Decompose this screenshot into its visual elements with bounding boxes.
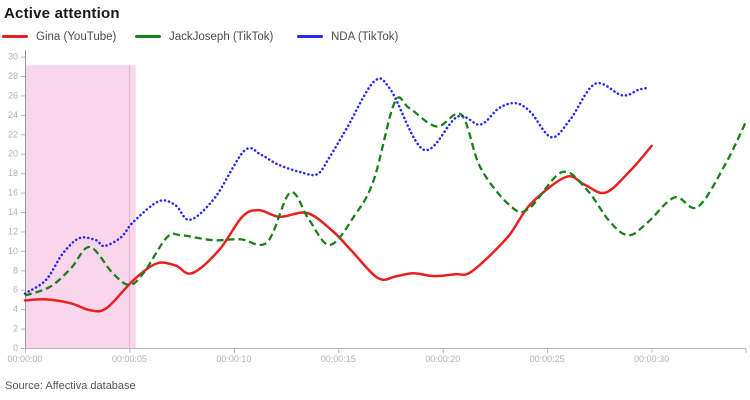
- y-tick-label: 18: [8, 168, 18, 178]
- x-tick-label: 00:00:20: [425, 354, 460, 364]
- page-title: Active attention: [4, 5, 120, 22]
- x-tick-label: 00:00:30: [634, 354, 669, 364]
- x-tick-label: 00:00:15: [321, 354, 356, 364]
- y-tick-label: 24: [8, 110, 18, 120]
- x-tick-label: 00:00:05: [112, 354, 147, 364]
- legend-swatch-gina-youtube: [2, 35, 28, 38]
- y-tick-label: 8: [13, 265, 18, 275]
- highlight-region: [25, 65, 136, 348]
- y-tick-label: 14: [8, 207, 18, 217]
- x-tick-label: 00:00:00: [7, 354, 42, 364]
- source-note: Source: Affectiva database: [5, 380, 136, 392]
- legend-item-gina-youtube[interactable]: Gina (YouTube): [2, 29, 116, 44]
- y-tick-label: 12: [8, 226, 18, 236]
- x-tick-label: 00:00:10: [216, 354, 251, 364]
- y-tick-label: 4: [13, 304, 18, 314]
- y-tick-label: 22: [8, 129, 18, 139]
- legend-item-jackjoseph-tiktok[interactable]: JackJoseph (TikTok): [135, 29, 273, 44]
- series-line-jackjoseph-tiktok[interactable]: [24, 96, 747, 297]
- legend-swatch-jackjoseph-tiktok: [135, 35, 161, 38]
- legend-swatch-nda-tiktok: [297, 35, 323, 38]
- y-tick-label: 20: [8, 149, 18, 159]
- legend-label: NDA (TikTok): [331, 30, 399, 43]
- x-tick-label: 00:00:25: [530, 354, 565, 364]
- y-tick-label: 10: [8, 246, 18, 256]
- series-line-nda-tiktok[interactable]: [23, 77, 651, 295]
- y-tick-label: 28: [8, 71, 18, 81]
- y-tick-label: 26: [8, 90, 18, 100]
- legend-label: Gina (YouTube): [36, 30, 117, 43]
- y-tick-label: 0: [13, 343, 18, 353]
- legend-item-nda-tiktok[interactable]: NDA (TikTok): [297, 29, 398, 44]
- legend-label: JackJoseph (TikTok): [169, 30, 274, 43]
- y-tick-label: 30: [8, 52, 18, 62]
- y-tick-label: 6: [13, 285, 18, 295]
- y-tick-label: 16: [8, 188, 18, 198]
- y-tick-label: 2: [13, 324, 18, 334]
